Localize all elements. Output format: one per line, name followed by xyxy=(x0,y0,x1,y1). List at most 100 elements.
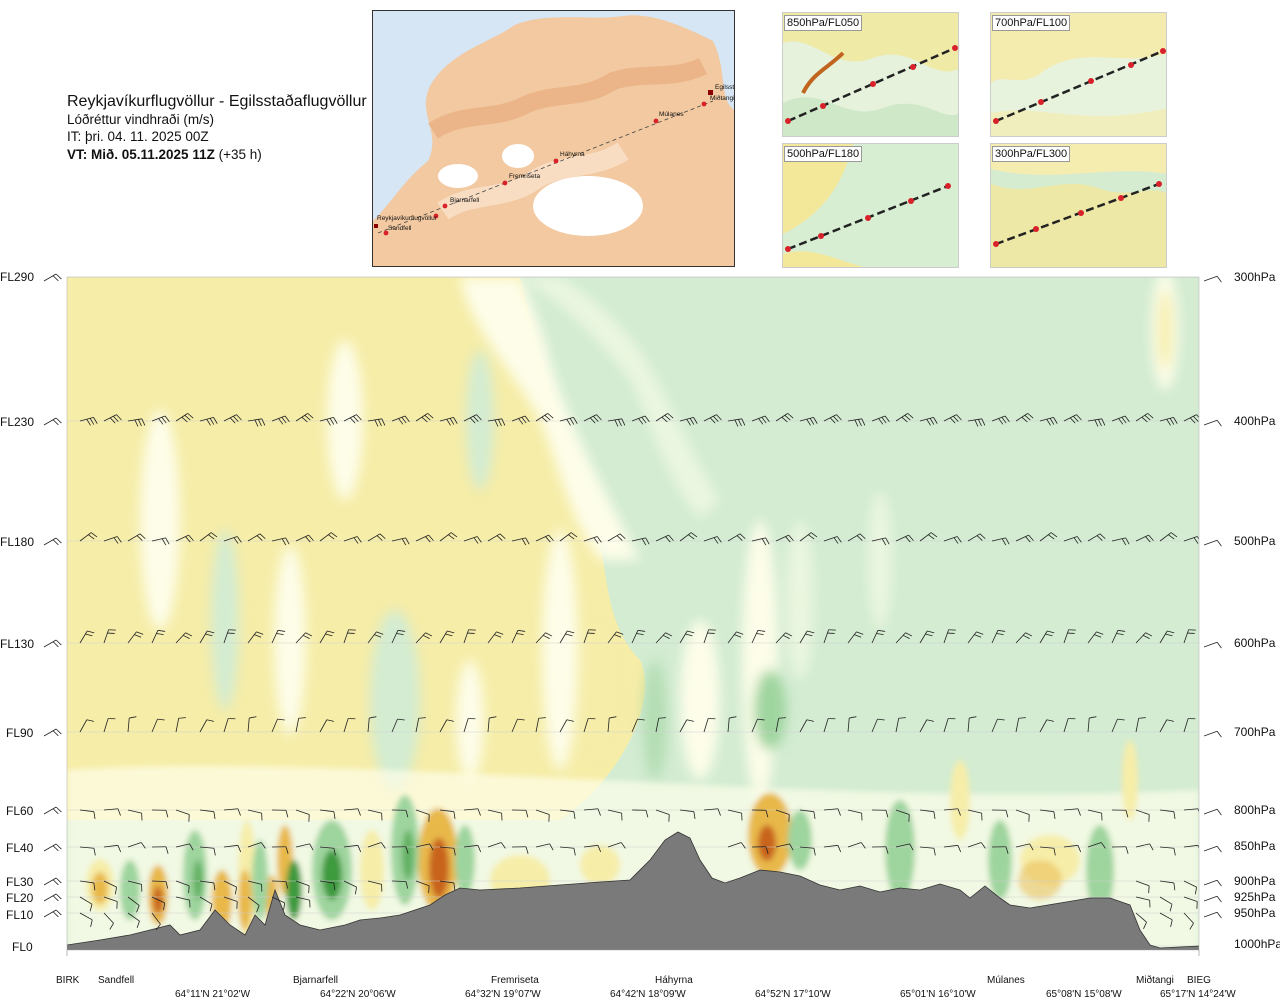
wind-barb xyxy=(1183,629,1196,644)
wind-barb xyxy=(1159,846,1176,856)
wind-barb xyxy=(151,629,166,644)
wind-barb xyxy=(991,718,1005,733)
wind-barb xyxy=(439,809,456,819)
hpa-label-950: 950hPa xyxy=(1234,906,1276,920)
wind-barb xyxy=(391,718,405,733)
wind-barb xyxy=(43,639,62,648)
terrain-profile xyxy=(67,831,1199,950)
wind-barb xyxy=(1135,413,1154,423)
wind-barb xyxy=(727,842,746,849)
fl-label-fl60: FL60 xyxy=(6,804,34,818)
hpa-label-900: 900hPa xyxy=(1234,874,1276,888)
wind-barb xyxy=(391,415,410,425)
thumb-850hpa[interactable]: 850hPa/FL050 xyxy=(782,12,959,137)
coord-6: 65°01'N 16°10'W xyxy=(900,989,976,1000)
wind-barb xyxy=(151,718,165,733)
wind-barb xyxy=(871,415,890,425)
wind-barb xyxy=(967,716,977,733)
wind-barb xyxy=(415,632,433,644)
wind-barb xyxy=(439,880,456,891)
wind-barb xyxy=(1039,416,1058,426)
parameter-label: Lóðréttur vindhraði (m/s) xyxy=(67,111,215,127)
wind-barb xyxy=(79,809,96,819)
wind-barb xyxy=(631,415,650,425)
wind-barb xyxy=(823,844,842,853)
wind-barb xyxy=(1111,537,1130,546)
wind-barb xyxy=(967,842,986,849)
wind-barb xyxy=(415,809,430,822)
wind-barb xyxy=(751,537,770,546)
thumb-300hpa[interactable]: 300hPa/FL300 xyxy=(990,143,1167,268)
wind-barb xyxy=(655,534,674,543)
wind-barb xyxy=(583,536,602,544)
wind-barb xyxy=(271,537,290,546)
wind-barb xyxy=(1111,629,1126,644)
wind-barb xyxy=(151,846,169,854)
wind-barbs xyxy=(79,413,1199,931)
wind-barb xyxy=(127,631,144,644)
vertical-velocity-field xyxy=(67,277,1199,950)
wind-barb xyxy=(271,809,289,818)
wind-barb xyxy=(43,843,62,852)
wind-barb xyxy=(271,718,285,733)
wind-barb xyxy=(751,809,769,818)
wind-barb xyxy=(367,533,386,542)
wind-barb xyxy=(151,809,169,818)
wind-barb xyxy=(655,632,673,644)
thumb-300hpa-label: 300hPa/FL300 xyxy=(992,146,1071,162)
station-hahyrna: Háhyrna xyxy=(655,975,693,986)
wind-barb xyxy=(631,629,646,644)
wind-barb xyxy=(535,843,554,851)
wind-barb xyxy=(463,414,482,424)
route-stations: Reykjavíkurflugvöllur Sandfell Bjarnarfe… xyxy=(374,84,734,236)
wind-barb xyxy=(1203,911,1222,919)
hpa-label-1000: 1000hPa xyxy=(1234,937,1280,951)
wind-barb xyxy=(1203,275,1222,283)
wind-barb xyxy=(895,534,914,543)
wind-barb xyxy=(823,414,842,424)
wind-barb xyxy=(631,537,650,546)
wind-barb xyxy=(1063,808,1081,816)
wind-barb xyxy=(199,880,216,891)
wind-barb xyxy=(151,415,170,425)
valid-offset: (+35 h) xyxy=(218,146,262,162)
wind-barb xyxy=(847,842,866,849)
wind-barb xyxy=(775,534,794,543)
wind-barb xyxy=(1135,880,1150,894)
wind-barb xyxy=(1111,846,1129,854)
wind-barb xyxy=(991,415,1010,425)
wind-barb xyxy=(1203,879,1222,887)
wind-barb xyxy=(1039,809,1056,819)
wind-barb xyxy=(223,629,236,644)
station-birk: BIRK xyxy=(56,975,80,986)
hpa-label-400: 400hPa xyxy=(1234,414,1276,428)
wind-barb xyxy=(319,846,336,856)
wind-barb xyxy=(127,809,143,821)
wind-barb xyxy=(1183,718,1196,733)
wind-barb xyxy=(487,533,506,542)
wind-barb xyxy=(607,716,617,733)
wind-barb xyxy=(1203,808,1222,816)
wind-barb xyxy=(775,632,793,644)
wind-barb xyxy=(775,717,786,733)
wind-barb xyxy=(367,809,383,821)
thumb-700hpa[interactable]: 700hPa/FL100 xyxy=(990,12,1167,137)
wind-barb xyxy=(991,537,1010,546)
wind-barb xyxy=(487,716,497,733)
thumb-500hpa-label: 500hPa/FL180 xyxy=(784,146,863,162)
station-fremriseta: Fremriseta xyxy=(491,975,539,986)
thumb-500hpa[interactable]: 500hPa/FL180 xyxy=(782,143,959,268)
coord-8: 65°17'N 14°24'W xyxy=(1160,989,1236,1000)
wind-barb xyxy=(391,809,409,818)
wind-barb xyxy=(295,880,310,894)
hpa-label-850: 850hPa xyxy=(1234,839,1276,853)
wind-barb xyxy=(1159,809,1176,819)
wind-barb xyxy=(991,809,1009,818)
wind-barb xyxy=(43,909,62,918)
wind-barb xyxy=(703,718,716,733)
wind-barb xyxy=(1015,717,1026,733)
coord-1: 64°11'N 21°02'W xyxy=(175,989,251,1000)
wind-barb xyxy=(799,809,816,819)
wind-barb xyxy=(79,532,98,542)
wind-barb xyxy=(895,843,914,851)
